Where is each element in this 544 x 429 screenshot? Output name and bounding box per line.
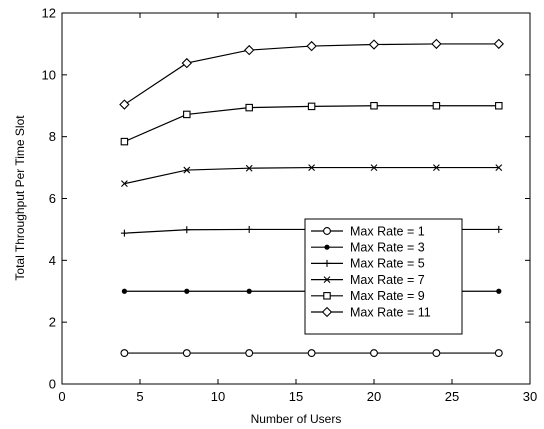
x-stroke-2 — [183, 166, 191, 174]
data-point-square — [370, 102, 378, 110]
x-tick-label: 20 — [367, 389, 381, 404]
data-point-square — [245, 103, 253, 112]
y-tick-label: 6 — [49, 191, 56, 206]
data-point-x — [121, 180, 128, 188]
data-point-circle — [432, 349, 441, 358]
x-tick-label: 15 — [289, 389, 303, 404]
y-axis-label: Total Throughput Per Time Slot — [13, 115, 27, 281]
data-point-circle — [370, 349, 378, 358]
data-point-plus — [245, 225, 253, 233]
data-point-square — [307, 102, 316, 111]
legend-item: Max Rate = 7 — [311, 273, 425, 287]
data-point-diamond — [431, 38, 442, 50]
legend-item: Max Rate = 3 — [311, 241, 425, 255]
data-point-diamond — [368, 39, 380, 50]
data-point-dot — [324, 244, 330, 250]
x-tick-label: 25 — [445, 389, 459, 404]
x-stroke-2 — [121, 180, 128, 188]
series-4 — [121, 164, 503, 188]
legend: Max Rate = 1 Max Rate = 3 Max Rate = 5 Max … — [304, 218, 463, 335]
data-point-square — [432, 102, 441, 110]
data-point-x — [183, 166, 191, 174]
data-point-plus — [120, 229, 128, 237]
data-point-diamond — [181, 57, 192, 69]
data-point-square — [495, 102, 503, 110]
y-tick-label: 4 — [49, 253, 56, 268]
data-point-circle — [323, 227, 331, 235]
series-6 — [119, 38, 504, 110]
y-tick-label: 12 — [42, 6, 56, 21]
data-point-plus — [323, 259, 331, 267]
y-tick-label: 8 — [49, 129, 56, 144]
legend-label: Max Rate = 9 — [350, 289, 425, 303]
data-point-square — [183, 110, 191, 119]
x-stroke-2 — [245, 164, 253, 172]
data-point-circle — [182, 349, 191, 358]
data-point-diamond — [119, 99, 130, 110]
data-point-plus — [183, 226, 191, 234]
data-point-x — [308, 164, 315, 171]
x-stroke-2 — [433, 164, 440, 171]
data-point-diamond — [493, 38, 504, 50]
data-point-diamond — [306, 40, 317, 52]
x-tick-label: 5 — [136, 389, 143, 404]
data-point-dot — [184, 288, 190, 294]
legend-label: Max Rate = 7 — [350, 273, 425, 287]
data-point-x — [495, 164, 503, 171]
x-axis-label: Number of Users — [251, 412, 342, 426]
legend-item: Max Rate = 5 — [311, 257, 425, 271]
data-point-x — [370, 164, 378, 171]
legend-label: Max Rate = 1 — [350, 224, 425, 238]
data-point-x — [245, 164, 253, 172]
data-point-circle — [245, 349, 254, 358]
legend-item: Max Rate = 11 — [311, 305, 431, 319]
data-point-square — [120, 137, 129, 146]
data-point-x — [323, 276, 331, 283]
x-stroke-2 — [495, 164, 503, 171]
data-point-circle — [120, 349, 129, 358]
data-point-x — [433, 164, 440, 171]
legend-item: Max Rate = 1 — [311, 224, 425, 238]
x-stroke-2 — [323, 276, 331, 283]
data-point-circle — [494, 349, 503, 358]
legend-item: Max Rate = 9 — [311, 289, 425, 303]
data-point-square — [323, 292, 331, 300]
legend-label: Max Rate = 11 — [350, 305, 431, 319]
legend-label: Max Rate = 5 — [350, 257, 425, 271]
x-tick-label: 30 — [523, 389, 537, 404]
axis-ticks: 0 5 10 15 20 25 30 0 2 4 6 8 10 12 — [42, 6, 538, 405]
data-point-dot — [246, 288, 252, 294]
legend-box — [304, 218, 463, 335]
data-point-circle — [307, 349, 316, 358]
series-5 — [120, 102, 503, 146]
y-tick-label: 10 — [42, 67, 56, 82]
data-point-diamond — [244, 44, 255, 56]
x-stroke-2 — [308, 164, 315, 171]
series-1 — [120, 349, 503, 358]
data-point-dot — [121, 288, 127, 294]
data-point-dot — [496, 288, 502, 294]
y-tick-label: 0 — [49, 377, 56, 392]
y-tick-label: 2 — [49, 315, 56, 330]
x-tick-label: 10 — [211, 389, 225, 404]
data-point-plus — [495, 225, 503, 233]
legend-label: Max Rate = 3 — [350, 241, 425, 255]
x-tick-label: 0 — [58, 389, 65, 404]
x-stroke-2 — [370, 164, 378, 171]
data-point-diamond — [321, 306, 333, 318]
